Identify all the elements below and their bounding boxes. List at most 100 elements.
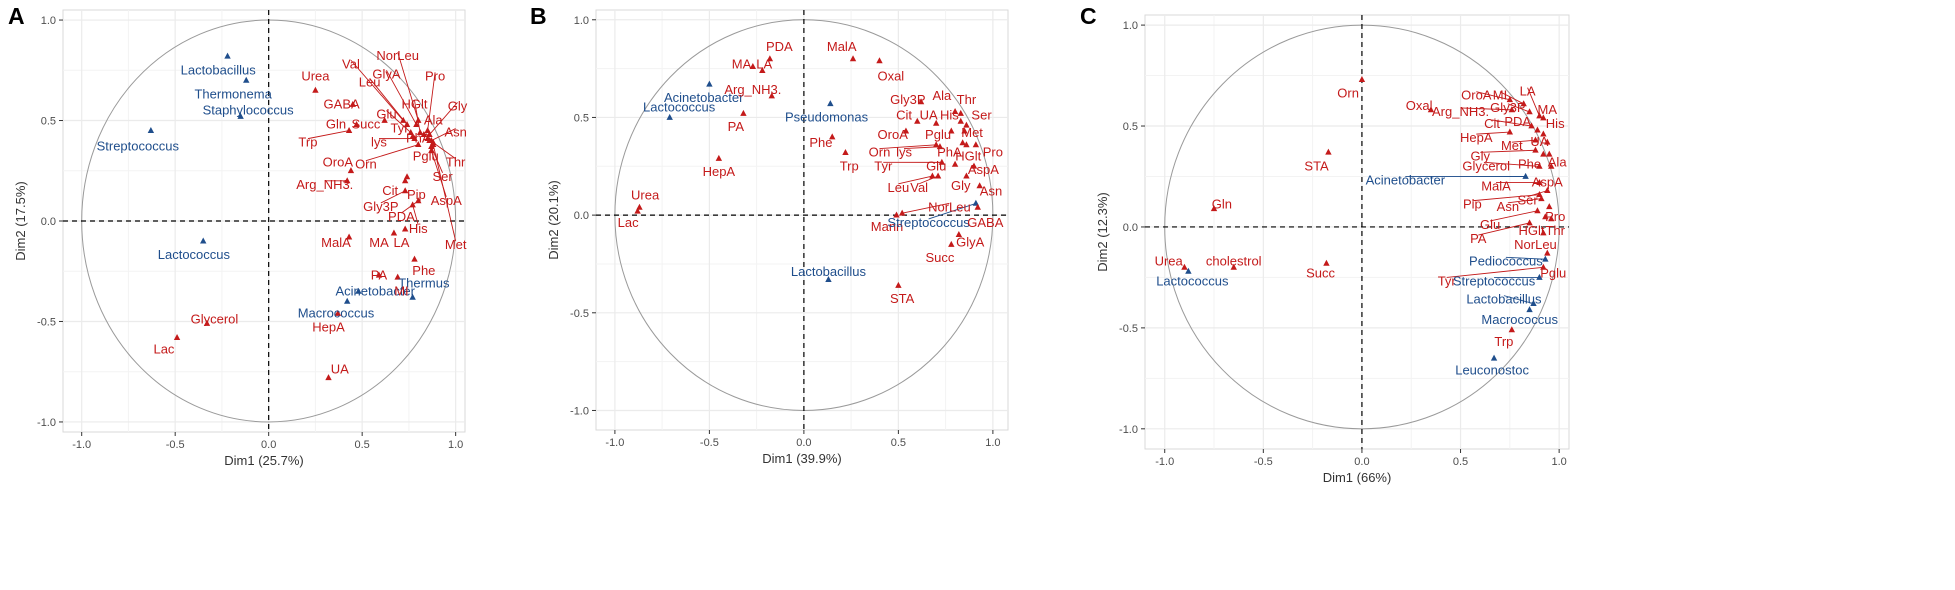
taxon-point [200, 237, 207, 244]
metabolite-label: Arg_NH3. [724, 82, 781, 97]
metabolite-label: PA [371, 267, 388, 282]
metabolite-label: Ala [1548, 154, 1568, 169]
y-tick-label: 1.0 [41, 15, 56, 27]
metabolite-point [401, 225, 409, 232]
metabolite-point [411, 255, 418, 262]
metabolite-point [1210, 205, 1218, 212]
x-tick-label: -1.0 [1155, 456, 1174, 468]
taxon-point [1530, 300, 1537, 307]
taxon-label: Leuconostoc [1455, 362, 1529, 377]
metabolite-label: Trp [298, 135, 317, 150]
metabolite-label: Pro [425, 68, 445, 83]
metabolite-label: Pro [1545, 209, 1565, 224]
metabolite-label: Pglu [413, 149, 439, 164]
metabolite-label: Glu [926, 158, 946, 173]
metabolite-point [974, 203, 981, 210]
metabolite-label: STA [1304, 158, 1329, 173]
metabolite-label: OroA [323, 155, 354, 170]
label-leader-line [1476, 131, 1510, 135]
label-leader-line [412, 204, 419, 226]
metabolite-label: Thr [446, 155, 466, 170]
x-tick-label: 1.0 [1551, 456, 1566, 468]
x-tick-label: 0.0 [1354, 456, 1369, 468]
metabolite-point [400, 116, 407, 123]
metabolite-point [1548, 162, 1555, 169]
taxon-point [1185, 267, 1192, 274]
metabolite-point [1506, 96, 1514, 103]
metabolite-point [1540, 150, 1547, 157]
metabolite-point [344, 177, 351, 184]
metabolite-point [428, 147, 435, 154]
metabolite-point [407, 128, 414, 135]
label-leader-line [380, 190, 406, 204]
metabolite-label: Oxal [1406, 98, 1433, 113]
metabolite-label: OroA [878, 127, 909, 142]
metabolite-label: HepA [703, 164, 736, 179]
metabolite-label: Gly [448, 98, 468, 113]
metabolite-point [403, 120, 411, 127]
metabolite-point [413, 120, 420, 127]
taxon-point [147, 126, 155, 133]
metabolite-point [1546, 150, 1553, 157]
metabolite-label: NorLeu [1514, 237, 1557, 252]
metabolite-label: Met [961, 125, 983, 140]
taxon-label: Pediococcus [1469, 253, 1543, 268]
metabolite-label: HGlt [955, 149, 981, 164]
y-tick-label: -0.5 [1119, 323, 1138, 335]
x-tick-label: -0.5 [1254, 456, 1273, 468]
metabolite-label: Ala [424, 113, 444, 128]
metabolite-label: Gln [326, 117, 346, 132]
metabolite-point [932, 119, 940, 126]
metabolite-label: Trp [840, 158, 859, 173]
metabolite-label: Tyr [1438, 273, 1457, 288]
label-leader-line [1527, 87, 1540, 117]
metabolite-point [1542, 213, 1549, 220]
y-tick-label: 0.0 [574, 210, 589, 222]
metabolite-point [345, 126, 353, 133]
metabolite-point [401, 177, 409, 184]
y-tick-label: -0.5 [570, 308, 589, 320]
metabolite-label: GABA [967, 215, 1003, 230]
metabolite-label: Pglu [925, 127, 951, 142]
plot-area [595, 9, 1009, 431]
metabolite-point [1536, 112, 1543, 119]
metabolite-point [411, 135, 418, 142]
taxon-label: Streptococcus [1453, 273, 1536, 288]
metabolite-label: Val [342, 56, 360, 71]
metabolite-point [381, 116, 388, 123]
label-leader-line [429, 102, 458, 135]
metabolite-point [948, 127, 955, 134]
metabolite-point [976, 182, 983, 189]
y-axis-title: Dim2 (17.5%) [13, 181, 28, 260]
taxon-point [1526, 306, 1533, 313]
metabolite-point [173, 333, 181, 340]
label-leader-line [1476, 91, 1510, 101]
metabolite-point [829, 133, 836, 140]
metabolite-label: GABA [324, 96, 360, 111]
metabolite-label: Arg_NH3. [1432, 104, 1489, 119]
metabolite-point [1544, 187, 1551, 194]
metabolite-point [768, 92, 775, 99]
label-leader-line [427, 72, 436, 131]
metabolite-point [914, 117, 921, 124]
metabolite-label: Cit [896, 107, 912, 122]
metabolite-point [936, 143, 944, 150]
y-axis-title: Dim2 (12.3%) [1095, 192, 1110, 271]
x-tick-label: 0.5 [1453, 456, 1468, 468]
metabolite-point [957, 109, 964, 116]
metabolite-label: HepA [1460, 130, 1493, 145]
x-tick-label: -0.5 [700, 437, 719, 449]
metabolite-point [1230, 263, 1237, 270]
metabolite-point [1536, 178, 1543, 185]
taxon-label: Macrococcus [298, 305, 375, 320]
metabolite-point [1358, 75, 1366, 82]
label-leader-line [386, 70, 417, 125]
y-tick-label: 0.5 [1123, 121, 1138, 133]
taxon-label: Lactococcus [1156, 273, 1229, 288]
x-axis-title: Dim1 (39.9%) [762, 451, 841, 466]
metabolite-label: HGlt [1519, 223, 1545, 238]
metabolite-label: Ala [932, 88, 952, 103]
metabolite-point [203, 319, 211, 326]
metabolite-point [409, 201, 416, 208]
metabolite-label: OroA [1461, 88, 1492, 103]
